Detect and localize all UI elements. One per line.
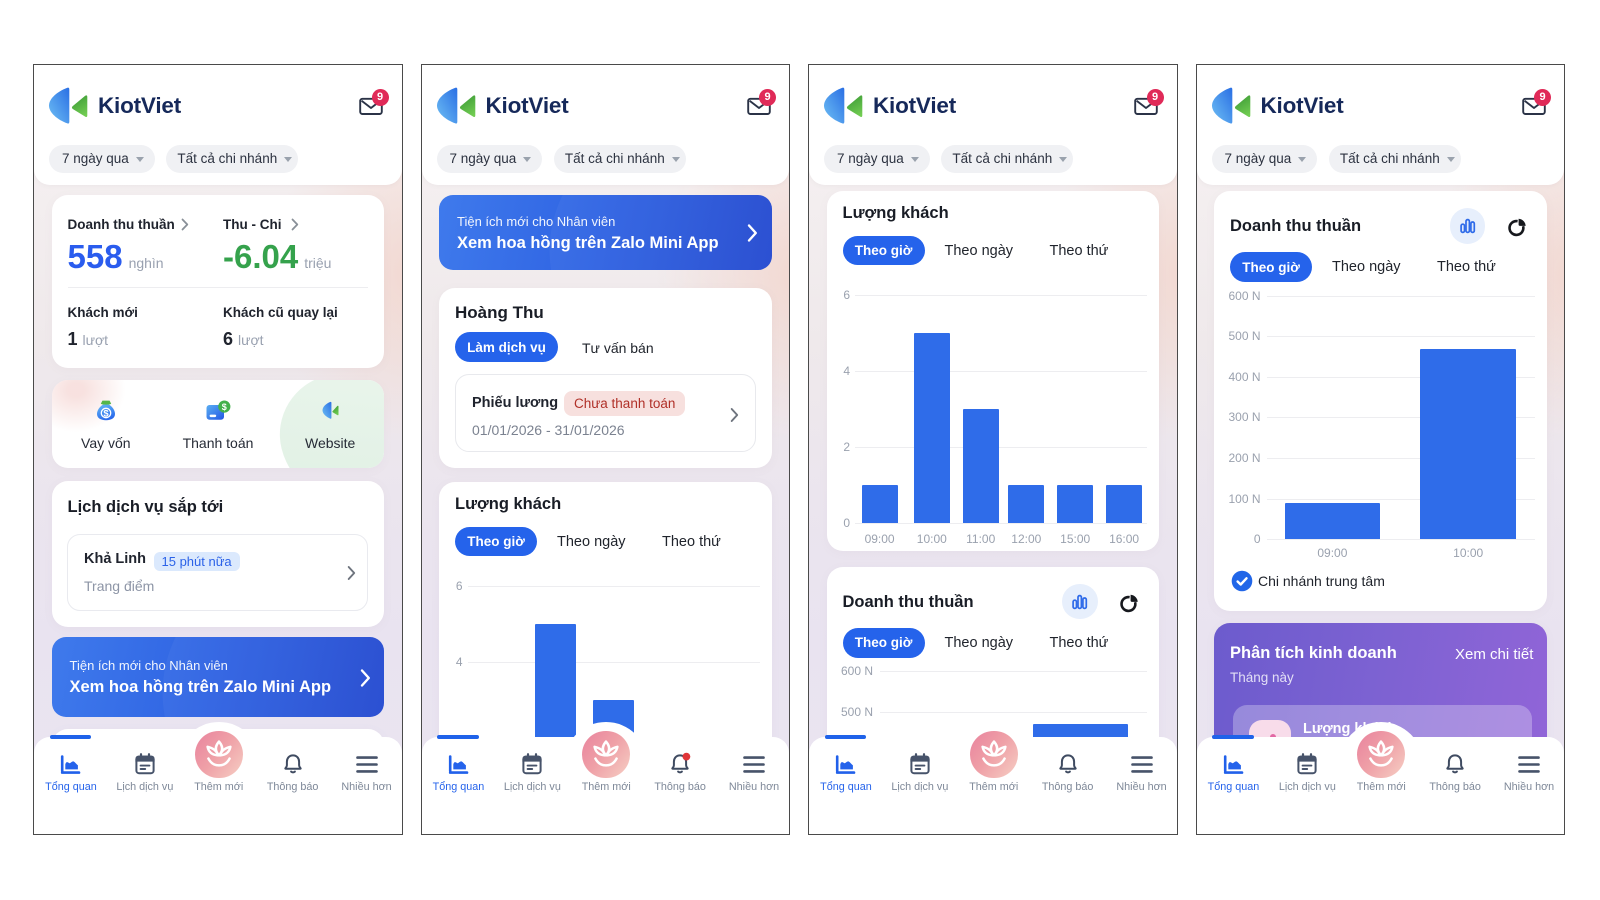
svg-text:$: $ bbox=[103, 408, 109, 419]
svg-text:$: $ bbox=[222, 402, 227, 412]
